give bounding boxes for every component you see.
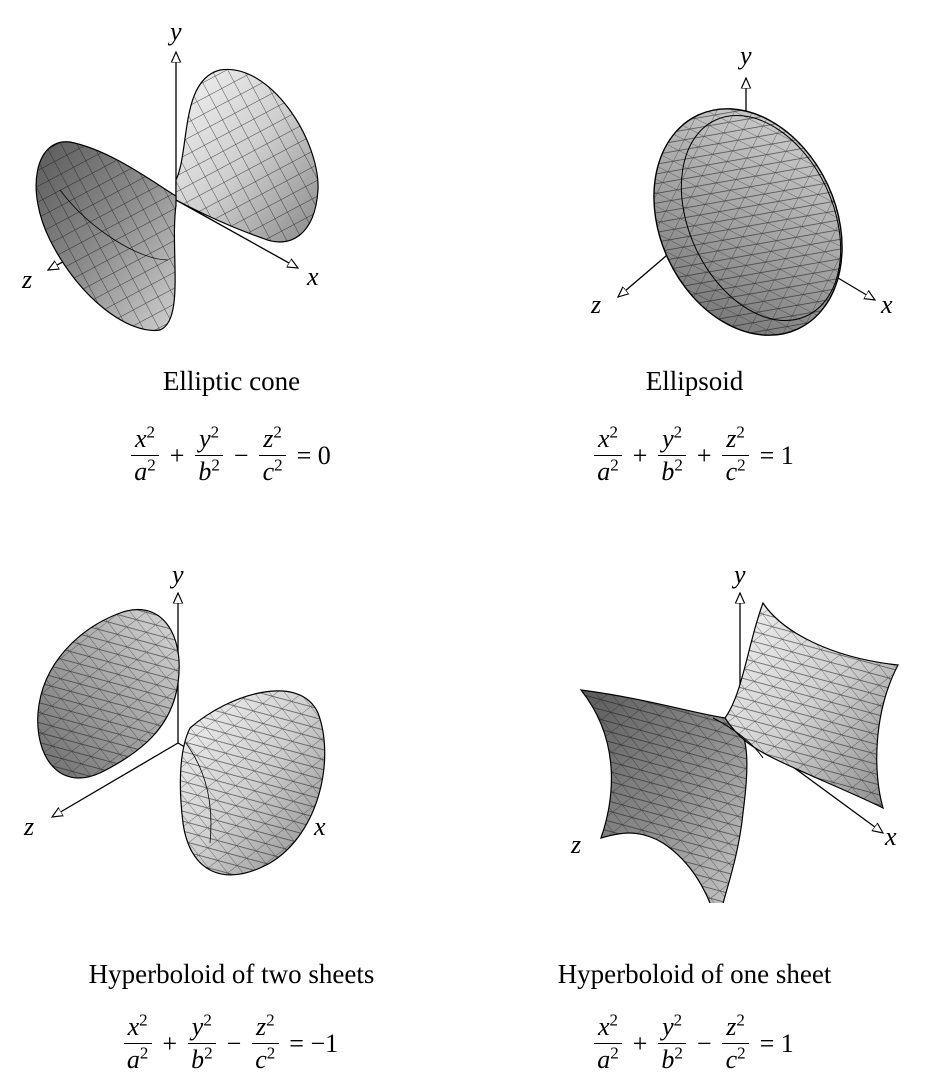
hyperboloid-surface — [579, 601, 899, 903]
fraction-y: y2 b2 — [657, 1011, 687, 1074]
panel-elliptic-cone: y x z Elliptic cone x2 a2 + y2 b2 − z2 c2 =… — [0, 0, 463, 543]
operator: − — [226, 1028, 242, 1058]
fraction-z: z2 c2 — [722, 1011, 750, 1074]
caption: Ellipsoid — [645, 366, 744, 396]
x-axis-label: x — [313, 812, 326, 841]
fraction-x: x2 a2 — [593, 423, 623, 486]
y-axis-label: y — [731, 560, 746, 589]
operator: − — [696, 1028, 712, 1058]
z-axis — [618, 249, 674, 297]
fraction-z: z2 c2 — [251, 1011, 279, 1074]
caption: Hyperboloid of two sheets — [88, 959, 375, 989]
y-axis-label: y — [169, 560, 184, 589]
panel-hyperboloid-two-sheets: y x z Hyperboloid of two sheets x2 a2 + y… — [0, 543, 463, 1086]
equation: x2 a2 + y2 b2 − z2 c2 = 1 — [463, 1011, 926, 1074]
equation-rhs: = 0 — [296, 440, 331, 470]
caption: Elliptic cone — [162, 366, 301, 396]
z-axis-label: z — [590, 290, 601, 319]
fraction-z: z2 c2 — [259, 423, 287, 486]
equation-rhs: = −1 — [289, 1028, 339, 1058]
operator: + — [696, 440, 712, 470]
equation: x2 a2 + y2 b2 − z2 c2 = 0 — [0, 423, 463, 486]
x-axis — [832, 274, 875, 300]
ellipsoid-surface — [653, 108, 843, 336]
equation-rhs: = 1 — [759, 1028, 794, 1058]
y-axis-label: y — [737, 41, 752, 70]
z-axis-label: z — [23, 812, 34, 841]
elliptic-cone-figure: y x z — [21, 17, 319, 332]
fraction-z: z2 c2 — [722, 423, 750, 486]
z-axis-label: z — [570, 830, 581, 859]
x-axis-label: x — [884, 822, 897, 851]
upper-left-sheet — [37, 608, 180, 779]
hyperboloid-one-sheet-figure: y x z — [570, 560, 899, 903]
fraction-x: x2 a2 — [593, 1011, 623, 1074]
panel-hyperboloid-one-sheet: y x z Hyperboloid of one sheet x2 a2 + y2… — [463, 543, 926, 1086]
x-axis-label: x — [880, 290, 893, 319]
operator: + — [162, 1028, 178, 1058]
z-axis — [52, 742, 179, 817]
y-axis-label: y — [167, 17, 182, 46]
cone-right-nappe — [175, 68, 319, 243]
operator: − — [233, 440, 249, 470]
fraction-x: x2 a2 — [123, 1011, 153, 1074]
panel-ellipsoid: y x z Ellipsoid x2 a2 + y2 b2 + z2 c2 = 1 — [463, 0, 926, 543]
ellipsoid-figure: y x z — [590, 41, 893, 336]
equation-rhs: = 1 — [759, 440, 794, 470]
cone-left-nappe — [35, 141, 177, 332]
fraction-y: y2 b2 — [657, 423, 687, 486]
operator: + — [632, 1028, 648, 1058]
z-axis-label: z — [21, 265, 32, 294]
caption: Hyperboloid of one sheet — [557, 959, 832, 989]
lower-right-sheet — [179, 690, 326, 876]
equation: x2 a2 + y2 b2 − z2 c2 = −1 — [0, 1011, 463, 1074]
operator: + — [169, 440, 185, 470]
fraction-x: x2 a2 — [130, 423, 160, 486]
x-axis-label: x — [306, 262, 319, 291]
equation: x2 a2 + y2 b2 + z2 c2 = 1 — [463, 423, 926, 486]
fraction-y: y2 b2 — [187, 1011, 217, 1074]
operator: + — [632, 440, 648, 470]
hyperboloid-two-sheets-figure: y x z — [23, 560, 326, 876]
x-axis — [175, 199, 298, 268]
fraction-y: y2 b2 — [194, 423, 224, 486]
